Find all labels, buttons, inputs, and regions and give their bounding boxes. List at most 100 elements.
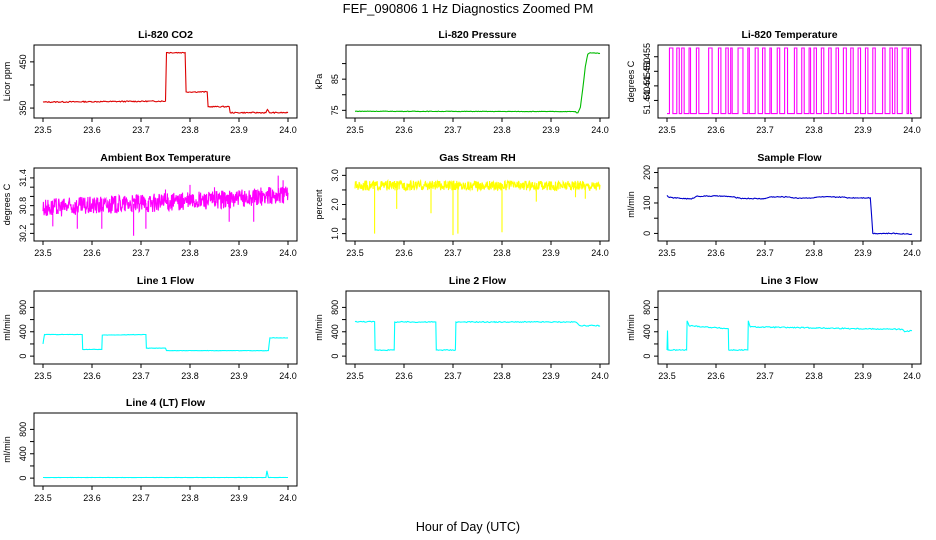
x-tick-label: 23.8 [805, 125, 823, 135]
x-tick-label: 23.9 [854, 248, 872, 258]
panel-rh: Gas Stream RH percent 23.5 23.6 23.7 23.8 23.9… [314, 152, 610, 258]
panel-title: Line 3 Flow [761, 275, 819, 287]
plot-frame [657, 167, 922, 242]
y-axis-label: degrees C [2, 183, 12, 225]
y-tick-label: 800 [18, 422, 28, 437]
y-tick-label: 30.2 [18, 225, 28, 243]
x-tick-label: 23.7 [444, 248, 462, 258]
x-tick-label: 24.0 [903, 248, 921, 258]
plot-frame [33, 44, 298, 119]
x-tick-label: 23.5 [34, 125, 52, 135]
x-tick-label: 23.5 [658, 371, 676, 381]
series-line [42, 175, 289, 236]
series-line [354, 178, 601, 236]
series-line [666, 194, 913, 235]
x-tick-label: 23.7 [756, 248, 774, 258]
series-line [354, 52, 601, 114]
plot-frame [345, 167, 610, 242]
x-tick-label: 23.8 [181, 493, 199, 503]
x-tick-label: 23.6 [707, 371, 725, 381]
x-tick-label: 23.6 [395, 125, 413, 135]
x-tick-label: 23.6 [83, 493, 101, 503]
y-tick-label: 400 [330, 324, 340, 339]
x-tick-label: 23.7 [132, 248, 150, 258]
x-tick-label: 23.5 [34, 493, 52, 503]
x-tick-label: 23.9 [854, 371, 872, 381]
y-tick-label: 51.450 [642, 58, 652, 86]
x-tick-label: 23.5 [34, 371, 52, 381]
x-tick-label: 23.8 [181, 248, 199, 258]
y-axis-label: ml/min [2, 314, 12, 341]
plot-frame [345, 290, 610, 365]
panel-title: Li-820 CO2 [138, 29, 193, 41]
panel-line3: Line 3 Flow ml/min 23.5 23.6 23.7 23.8 23.9 24.… [626, 275, 922, 381]
panel-line1: Line 1 Flow ml/min 23.5 23.6 23.7 23.8 23.9 24.… [2, 275, 298, 381]
plot-frame [33, 290, 298, 365]
plot-frame [657, 290, 922, 365]
x-tick-label: 23.8 [181, 125, 199, 135]
y-axis-label: kPa [314, 74, 324, 90]
panel-title: Li-820 Pressure [438, 29, 516, 41]
panel-title: Ambient Box Temperature [100, 152, 231, 164]
x-tick-label: 23.7 [444, 125, 462, 135]
x-tick-label: 23.5 [346, 125, 364, 135]
panel-pressure: Li-820 Pressure kPa 23.5 23.6 23.7 23.8 23.9 24… [314, 29, 610, 135]
y-tick-label: 0 [642, 354, 652, 359]
x-tick-label: 24.0 [279, 125, 297, 135]
figure-title: FEF_090806 1 Hz Diagnostics Zoomed PM [343, 1, 594, 16]
panel-title: Li-820 Temperature [741, 29, 837, 41]
x-tick-label: 23.7 [444, 371, 462, 381]
y-tick-label: 1.0 [330, 227, 340, 240]
plot-frame [657, 44, 922, 119]
plot-frame [345, 44, 610, 119]
y-tick-label: 0 [18, 476, 28, 481]
x-tick-label: 23.7 [756, 371, 774, 381]
x-tick-label: 23.8 [805, 371, 823, 381]
x-tick-label: 23.6 [83, 125, 101, 135]
x-tick-label: 23.5 [346, 248, 364, 258]
x-tick-label: 23.9 [230, 248, 248, 258]
y-tick-label: 400 [642, 324, 652, 339]
y-tick-label: 350 [18, 101, 28, 116]
y-axis-label: percent [314, 189, 324, 220]
y-tick-label: 0 [330, 354, 340, 359]
x-tick-label: 23.5 [658, 248, 676, 258]
y-tick-label: 800 [18, 300, 28, 315]
y-axis-label: Licor ppm [2, 62, 12, 102]
x-tick-label: 24.0 [591, 248, 609, 258]
panel-sampleflow: Sample Flow ml/min 23.5 23.6 23.7 23.8 23.9 24.… [626, 152, 922, 258]
y-tick-label: 75 [330, 105, 340, 115]
panel-temperature: Li-820 Temperature degrees C 23.5 23.6 23.7 2… [626, 29, 922, 135]
panel-title: Line 4 (LT) Flow [126, 397, 206, 409]
x-tick-label: 23.5 [658, 125, 676, 135]
y-tick-label: 800 [642, 300, 652, 315]
series-line [42, 333, 288, 352]
x-tick-label: 23.9 [542, 248, 560, 258]
x-tick-label: 23.6 [395, 248, 413, 258]
y-axis-label: ml/min [2, 436, 12, 463]
panel-title: Sample Flow [757, 152, 822, 164]
panels: Li-820 CO2 Licor ppm 23.5 23.6 23.7 23.8 23.9 2… [2, 29, 922, 503]
figure-xlabel: Hour of Day (UTC) [416, 520, 520, 534]
y-tick-label: 30.8 [18, 197, 28, 215]
panel-title: Gas Stream RH [439, 152, 515, 164]
panel-title: Line 1 Flow [137, 275, 195, 287]
y-axis-label: degrees C [626, 60, 636, 102]
x-tick-label: 23.9 [230, 125, 248, 135]
y-axis-label: ml/min [626, 191, 636, 218]
x-tick-label: 23.7 [132, 125, 150, 135]
x-tick-label: 23.6 [707, 248, 725, 258]
panel-line4: Line 4 (LT) Flow ml/min 23.5 23.6 23.7 23.8 23… [2, 397, 298, 503]
y-tick-label: 85 [330, 74, 340, 84]
x-tick-label: 23.6 [83, 248, 101, 258]
y-tick-label: 400 [18, 446, 28, 461]
x-tick-label: 23.6 [395, 371, 413, 381]
x-tick-label: 24.0 [903, 125, 921, 135]
x-tick-label: 23.8 [805, 248, 823, 258]
y-tick-label: 400 [18, 324, 28, 339]
x-tick-label: 23.6 [707, 125, 725, 135]
x-tick-label: 23.8 [181, 371, 199, 381]
panel-co2: Li-820 CO2 Licor ppm 23.5 23.6 23.7 23.8 23.9 2… [2, 29, 298, 135]
y-tick-label: 0 [642, 231, 652, 236]
